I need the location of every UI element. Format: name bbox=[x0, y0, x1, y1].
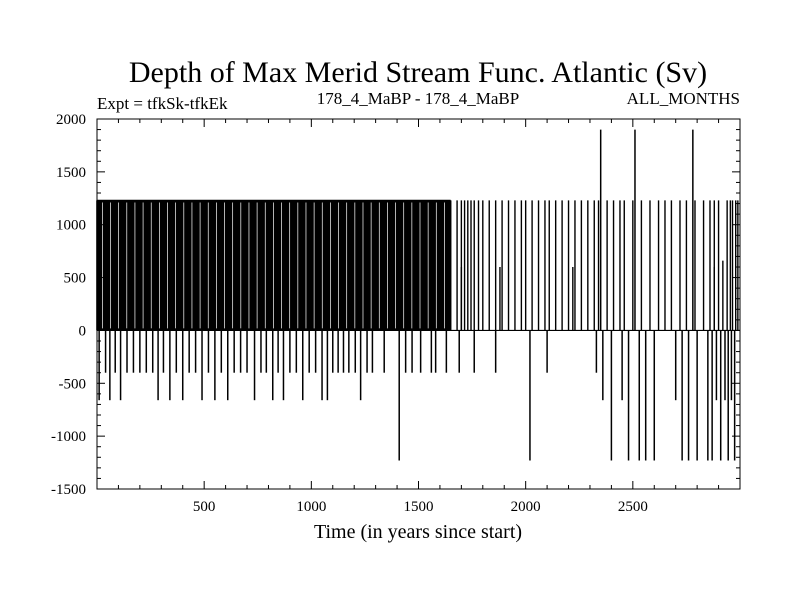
y-tick-label: 1500 bbox=[56, 165, 86, 181]
y-tick-label: 500 bbox=[64, 271, 87, 287]
y-tick-label: 1000 bbox=[56, 218, 86, 234]
x-tick-label: 500 bbox=[193, 499, 216, 515]
y-tick-label: -1500 bbox=[51, 482, 86, 498]
x-tick-label: 1000 bbox=[296, 499, 326, 515]
plot-frame bbox=[96, 118, 741, 490]
x-tick-label: 2500 bbox=[618, 499, 648, 515]
x-axis: 500 1000 1500 2000 2500 bbox=[117, 119, 720, 515]
x-tick-label: 2000 bbox=[511, 499, 541, 515]
x-axis-label: Time (in years since start) bbox=[314, 521, 522, 543]
y-tick-label: 2000 bbox=[56, 112, 86, 128]
x-tick-label: 1500 bbox=[404, 499, 434, 515]
y-tick-label: 0 bbox=[79, 323, 87, 339]
y-tick-label: -500 bbox=[59, 376, 87, 392]
chart-subtitle-center: 178_4_MaBP - 178_4_MaBP bbox=[317, 89, 519, 108]
chart-subtitle-left: Expt = tfkSk-tfkEk bbox=[97, 94, 228, 113]
chart-subtitle-right: ALL_MONTHS bbox=[627, 89, 740, 108]
chart-title: Depth of Max Merid Stream Func. Atlantic… bbox=[129, 56, 707, 89]
plot-marks bbox=[96, 129, 740, 461]
y-tick-label: -1000 bbox=[51, 429, 86, 445]
